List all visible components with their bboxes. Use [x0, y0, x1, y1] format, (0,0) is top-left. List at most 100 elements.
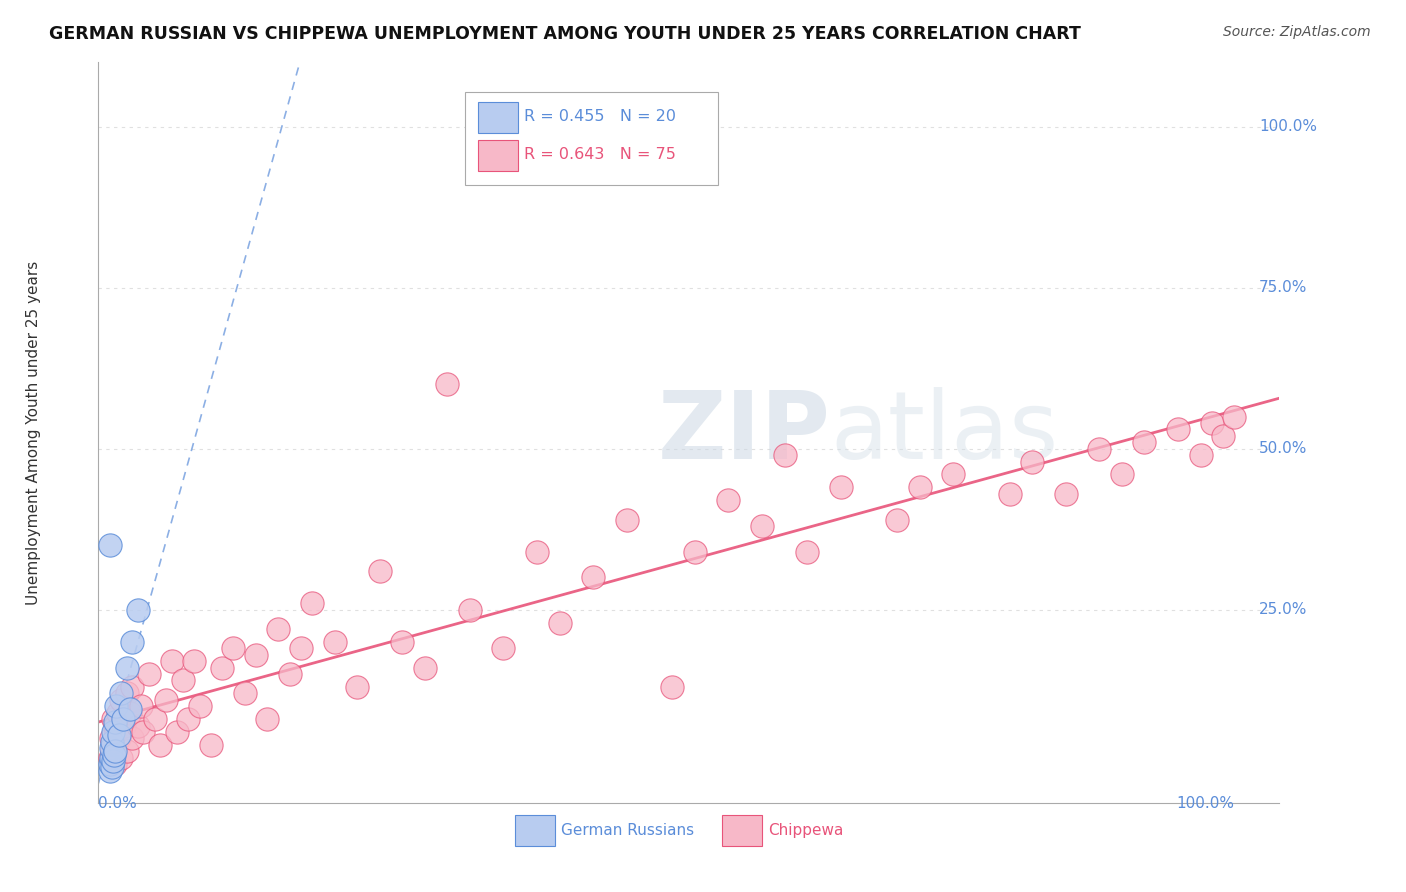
- Point: [1021, 454, 1043, 468]
- Point: [413, 660, 436, 674]
- FancyBboxPatch shape: [478, 140, 517, 171]
- Text: Chippewa: Chippewa: [768, 823, 844, 838]
- Point: [1189, 448, 1212, 462]
- Point: [121, 635, 143, 649]
- Point: [616, 512, 638, 526]
- Point: [127, 602, 149, 616]
- Point: [548, 615, 571, 630]
- FancyBboxPatch shape: [516, 815, 555, 847]
- Point: [121, 680, 143, 694]
- Point: [998, 487, 1021, 501]
- Point: [188, 699, 211, 714]
- Text: Source: ZipAtlas.com: Source: ZipAtlas.com: [1223, 25, 1371, 39]
- Point: [1212, 429, 1234, 443]
- Point: [233, 686, 256, 700]
- Point: [1167, 422, 1189, 436]
- Point: [200, 738, 222, 752]
- Point: [183, 654, 205, 668]
- Point: [436, 377, 458, 392]
- Point: [492, 641, 515, 656]
- Point: [1054, 487, 1077, 501]
- Point: [346, 680, 368, 694]
- Point: [166, 725, 188, 739]
- Point: [323, 635, 346, 649]
- Point: [107, 731, 129, 746]
- Point: [104, 718, 127, 732]
- FancyBboxPatch shape: [464, 92, 718, 185]
- Point: [1088, 442, 1111, 456]
- Text: R = 0.643   N = 75: R = 0.643 N = 75: [523, 147, 675, 162]
- Point: [118, 706, 141, 720]
- Point: [115, 686, 138, 700]
- Text: atlas: atlas: [831, 386, 1059, 479]
- Point: [301, 596, 323, 610]
- Text: 50.0%: 50.0%: [1260, 442, 1308, 456]
- Text: 75.0%: 75.0%: [1260, 280, 1308, 295]
- Point: [100, 731, 122, 746]
- Text: German Russians: German Russians: [561, 823, 695, 838]
- Text: ZIP: ZIP: [658, 386, 831, 479]
- Point: [104, 715, 127, 730]
- Point: [101, 760, 124, 774]
- Point: [177, 712, 200, 726]
- Text: 100.0%: 100.0%: [1260, 120, 1317, 135]
- Text: GERMAN RUSSIAN VS CHIPPEWA UNEMPLOYMENT AMONG YOUTH UNDER 25 YEARS CORRELATION C: GERMAN RUSSIAN VS CHIPPEWA UNEMPLOYMENT …: [49, 25, 1081, 43]
- Point: [127, 718, 149, 732]
- Point: [1111, 467, 1133, 482]
- Point: [222, 641, 245, 656]
- Point: [115, 744, 138, 758]
- Point: [1201, 416, 1223, 430]
- Point: [110, 686, 132, 700]
- Point: [290, 641, 312, 656]
- Point: [886, 512, 908, 526]
- Point: [796, 545, 818, 559]
- Point: [391, 635, 413, 649]
- Point: [267, 622, 290, 636]
- Point: [942, 467, 965, 482]
- Point: [107, 706, 129, 720]
- Point: [112, 712, 135, 726]
- Text: 25.0%: 25.0%: [1260, 602, 1308, 617]
- Point: [661, 680, 683, 694]
- Point: [110, 693, 132, 707]
- Point: [100, 750, 122, 764]
- Point: [683, 545, 706, 559]
- Point: [101, 734, 124, 748]
- Point: [160, 654, 183, 668]
- Point: [103, 738, 125, 752]
- Point: [149, 738, 172, 752]
- Point: [129, 699, 152, 714]
- Text: 0.0%: 0.0%: [98, 797, 138, 812]
- FancyBboxPatch shape: [723, 815, 762, 847]
- Point: [458, 602, 481, 616]
- Point: [107, 728, 129, 742]
- Point: [112, 718, 135, 732]
- Point: [103, 747, 125, 762]
- Point: [112, 712, 135, 726]
- Point: [118, 702, 141, 716]
- Point: [121, 731, 143, 746]
- Point: [101, 725, 124, 739]
- Point: [1133, 435, 1156, 450]
- Point: [278, 667, 301, 681]
- Point: [138, 667, 160, 681]
- Point: [526, 545, 548, 559]
- Point: [98, 538, 121, 552]
- Point: [98, 750, 121, 764]
- Point: [105, 725, 128, 739]
- Point: [155, 693, 177, 707]
- Point: [100, 741, 122, 756]
- Point: [172, 673, 194, 688]
- Point: [751, 519, 773, 533]
- Point: [101, 712, 124, 726]
- Point: [211, 660, 233, 674]
- Point: [245, 648, 267, 662]
- Point: [830, 480, 852, 494]
- Point: [1223, 409, 1246, 424]
- Point: [908, 480, 931, 494]
- Point: [98, 764, 121, 778]
- Point: [104, 757, 127, 772]
- Point: [773, 448, 796, 462]
- Text: 100.0%: 100.0%: [1177, 797, 1234, 812]
- Text: R = 0.455   N = 20: R = 0.455 N = 20: [523, 109, 676, 124]
